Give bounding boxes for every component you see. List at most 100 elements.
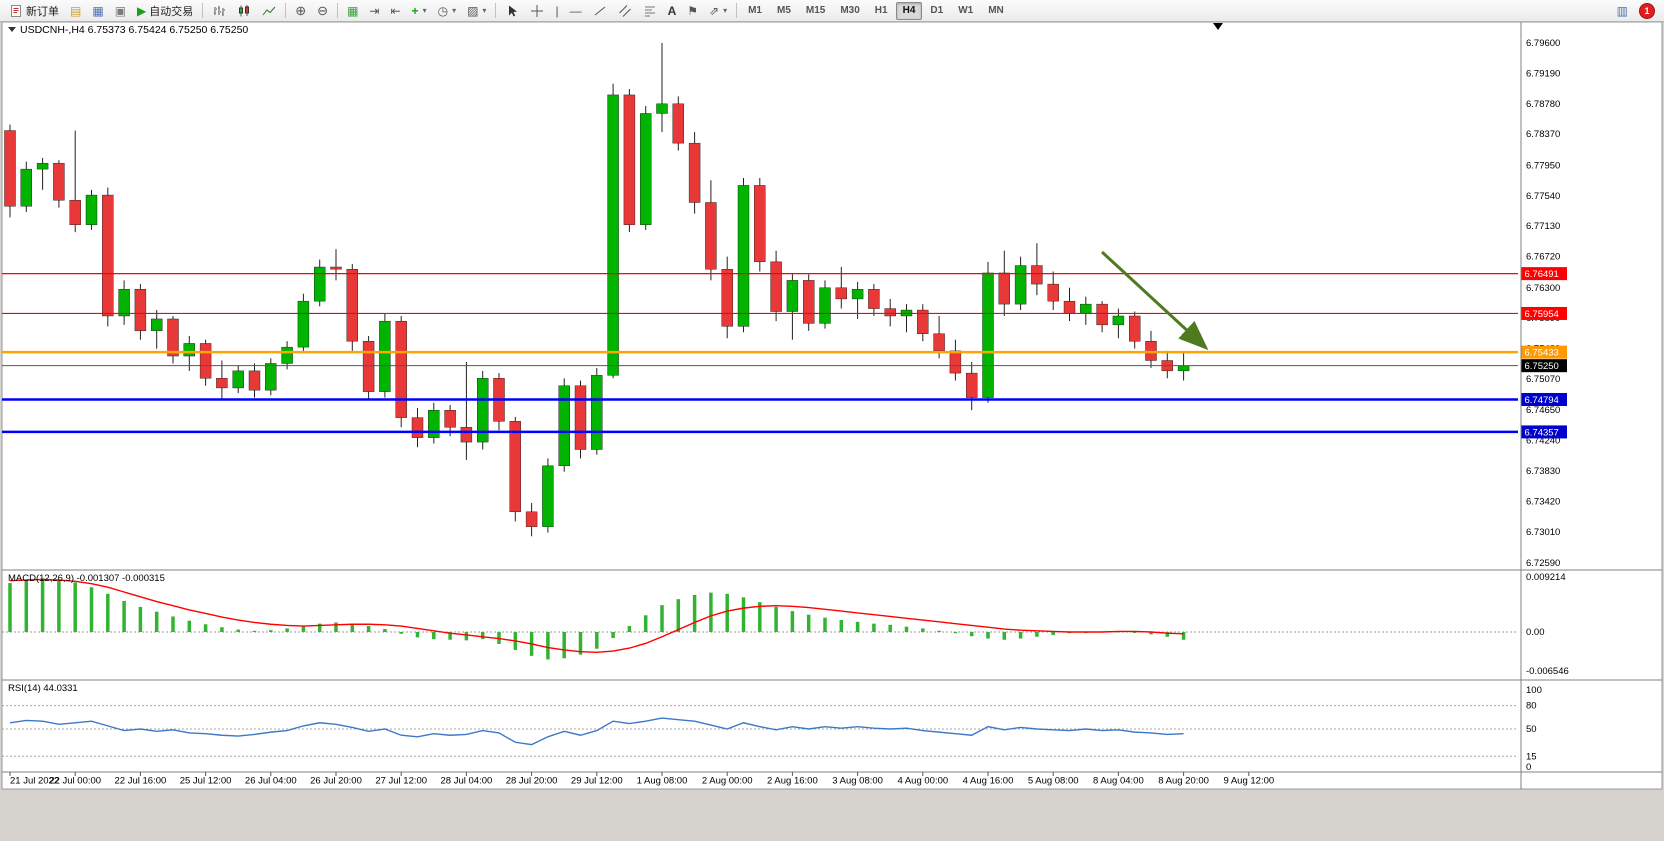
svg-text:3 Aug 08:00: 3 Aug 08:00 bbox=[832, 776, 883, 787]
search-icon: ▥ bbox=[1616, 3, 1628, 18]
zoom-in-button[interactable]: ⊕ bbox=[290, 1, 311, 20]
timeframe-H1[interactable]: H1 bbox=[868, 2, 895, 20]
templates-button[interactable]: ▨ ▾ bbox=[462, 1, 491, 20]
chart-shift-marker[interactable] bbox=[1213, 23, 1223, 30]
svg-text:4 Aug 00:00: 4 Aug 00:00 bbox=[897, 776, 948, 787]
svg-text:MACD(12,26,9) -0.001307 -0.000: MACD(12,26,9) -0.001307 -0.000315 bbox=[8, 573, 165, 584]
autotrade-play-icon: ▶ bbox=[137, 3, 147, 18]
crosshair-button[interactable] bbox=[525, 1, 549, 20]
new-order-button[interactable]: 新订单 bbox=[4, 1, 64, 20]
auto-scroll-button[interactable]: ⇥ bbox=[364, 1, 384, 20]
svg-text:22 Jul 00:00: 22 Jul 00:00 bbox=[49, 776, 101, 787]
panel-separators bbox=[2, 22, 1662, 789]
timeframe-M5[interactable]: M5 bbox=[770, 2, 798, 20]
templates-icon: ▨ bbox=[467, 3, 479, 18]
new-order-label: 新订单 bbox=[26, 5, 59, 18]
text-icon: A bbox=[667, 3, 677, 18]
vertical-line-icon: | bbox=[555, 3, 559, 18]
fibonacci-button[interactable] bbox=[638, 1, 662, 20]
autotrade-button[interactable]: ▶ 自动交易 bbox=[132, 1, 198, 20]
zoom-in-icon: ⊕ bbox=[295, 3, 307, 18]
chevron-down-icon: ▾ bbox=[452, 6, 457, 15]
horizontal-level-lines[interactable] bbox=[2, 273, 1518, 434]
timeframe-M15[interactable]: M15 bbox=[799, 2, 832, 20]
autotrade-label: 自动交易 bbox=[149, 5, 194, 18]
chevron-down-icon: ▾ bbox=[723, 6, 728, 15]
indicators-icon: + bbox=[411, 3, 419, 18]
svg-text:6.79190: 6.79190 bbox=[1526, 68, 1560, 79]
timeframe-M1[interactable]: M1 bbox=[741, 2, 769, 20]
search-button[interactable]: ▥ bbox=[1612, 1, 1633, 20]
status-strip bbox=[0, 790, 1664, 841]
svg-text:100: 100 bbox=[1526, 685, 1542, 696]
bar-chart-button[interactable] bbox=[207, 1, 231, 20]
periods-button[interactable]: ◷ ▾ bbox=[433, 1, 462, 20]
price-tags: 6.76491 6.75954 6.75433 6.75250 6.74794 6.743… bbox=[1521, 267, 1567, 439]
flag-label-icon: ⚑ bbox=[687, 3, 698, 18]
chart-background bbox=[1, 21, 1663, 790]
price-axis[interactable]: 6.79600 6.79190 6.78780 6.78370 6.77950 6.775… bbox=[1526, 38, 1560, 569]
cursor-button[interactable] bbox=[500, 1, 524, 20]
collapse-triangle-icon[interactable] bbox=[8, 27, 16, 32]
svg-text:6.78370: 6.78370 bbox=[1526, 129, 1560, 140]
zoom-out-button[interactable]: ⊖ bbox=[312, 1, 333, 20]
tile-windows-icon: ▦ bbox=[347, 3, 359, 18]
svg-text:6.73010: 6.73010 bbox=[1526, 527, 1560, 538]
chevron-down-icon: ▾ bbox=[482, 6, 487, 15]
svg-text:29 Jul 12:00: 29 Jul 12:00 bbox=[571, 776, 623, 787]
label-button[interactable]: ⚑ bbox=[682, 1, 703, 20]
rsi-line bbox=[9, 717, 1184, 746]
timeframe-M30[interactable]: M30 bbox=[833, 2, 866, 20]
svg-text:50: 50 bbox=[1526, 724, 1537, 735]
trendline-button[interactable] bbox=[588, 1, 612, 20]
cursor-icon bbox=[509, 5, 518, 16]
indicators-button[interactable]: + ▾ bbox=[407, 1, 432, 20]
new-order-icon bbox=[11, 4, 21, 17]
svg-text:6.79600: 6.79600 bbox=[1526, 38, 1560, 49]
trend-arrow-annotation[interactable] bbox=[1100, 250, 1209, 351]
candlestick-chart-button[interactable] bbox=[232, 1, 256, 20]
timeframe-MN[interactable]: MN bbox=[981, 2, 1011, 20]
svg-text:6.75250: 6.75250 bbox=[1525, 361, 1559, 372]
line-chart-button[interactable] bbox=[257, 1, 281, 20]
line-chart-icon bbox=[262, 6, 276, 15]
terminal-icon: ▣ bbox=[114, 3, 127, 18]
timeframe-D1[interactable]: D1 bbox=[923, 2, 950, 20]
bar-chart-icon bbox=[214, 5, 226, 16]
svg-text:6.74794: 6.74794 bbox=[1525, 395, 1559, 406]
svg-text:6.73420: 6.73420 bbox=[1526, 496, 1560, 507]
svg-text:8 Aug 20:00: 8 Aug 20:00 bbox=[1158, 776, 1209, 787]
candlestick-chart-icon bbox=[239, 4, 250, 16]
vertical-line-button[interactable]: | bbox=[550, 1, 563, 20]
svg-text:6.74240: 6.74240 bbox=[1526, 436, 1560, 447]
clock-icon: ◷ bbox=[437, 3, 449, 18]
chart-shift-button[interactable]: ⇤ bbox=[385, 1, 405, 20]
svg-text:2 Aug 16:00: 2 Aug 16:00 bbox=[767, 776, 818, 787]
price-tag bbox=[1521, 393, 1567, 407]
svg-text:RSI(14) 44.0331: RSI(14) 44.0331 bbox=[8, 683, 78, 694]
chart-window-button[interactable]: ▦ bbox=[87, 1, 108, 20]
svg-text:6.74650: 6.74650 bbox=[1526, 405, 1560, 416]
svg-text:6.75954: 6.75954 bbox=[1525, 309, 1559, 320]
svg-text:80: 80 bbox=[1526, 701, 1537, 712]
tile-windows-button[interactable]: ▦ bbox=[342, 1, 363, 20]
svg-text:6.77950: 6.77950 bbox=[1526, 160, 1560, 171]
channel-button[interactable] bbox=[613, 1, 637, 20]
market-watch-button[interactable]: ▤ bbox=[65, 1, 86, 20]
timeframe-W1[interactable]: W1 bbox=[951, 2, 980, 20]
svg-text:1 Aug 08:00: 1 Aug 08:00 bbox=[637, 776, 688, 787]
crosshair-icon bbox=[531, 4, 544, 17]
notifications-button[interactable]: 1 bbox=[1634, 1, 1660, 20]
timeframe-H4[interactable]: H4 bbox=[895, 1, 923, 20]
chart-shift-icon: ⇤ bbox=[390, 3, 401, 18]
arrows-button[interactable]: ⇗ ▾ bbox=[704, 1, 732, 20]
chevron-down-icon: ▾ bbox=[422, 6, 427, 15]
price-tag bbox=[1521, 345, 1567, 359]
horizontal-line-button[interactable]: — bbox=[565, 1, 587, 20]
terminal-button[interactable]: ▣ bbox=[110, 1, 131, 20]
toolbar-separator bbox=[736, 3, 738, 18]
text-button[interactable]: A bbox=[663, 1, 682, 20]
svg-text:9 Aug 12:00: 9 Aug 12:00 bbox=[1223, 776, 1274, 787]
